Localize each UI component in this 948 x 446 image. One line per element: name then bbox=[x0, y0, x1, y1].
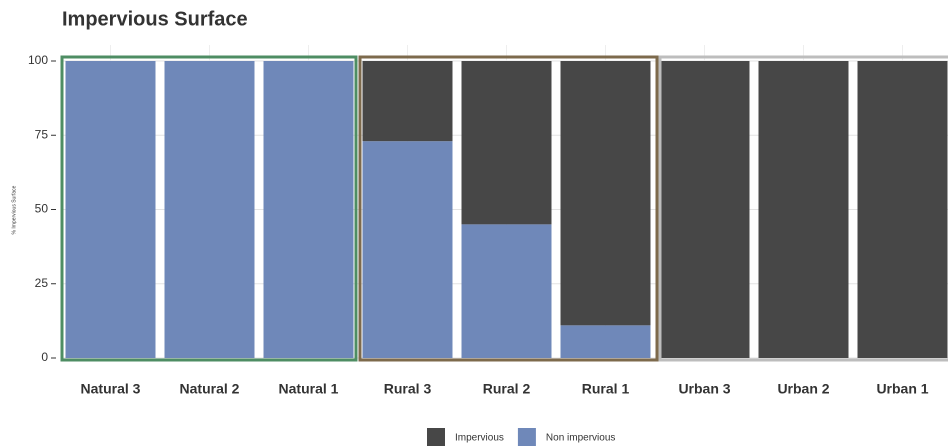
legend-label: Non impervious bbox=[546, 433, 615, 444]
x-tick-label: Urban 2 bbox=[777, 381, 829, 397]
x-tick-label: Natural 3 bbox=[81, 381, 141, 397]
bars bbox=[65, 61, 948, 358]
legend-swatch bbox=[427, 428, 445, 446]
y-tick-label: 100 bbox=[28, 53, 48, 67]
x-tick-label: Rural 2 bbox=[483, 381, 531, 397]
bar-segment bbox=[362, 141, 453, 358]
legend-swatch bbox=[517, 428, 536, 446]
bar-segment bbox=[758, 61, 849, 358]
y-tick-label: 75 bbox=[35, 127, 49, 141]
chart-title: Impervious Surface bbox=[62, 8, 248, 30]
group-box bbox=[60, 55, 358, 362]
bar-segment bbox=[857, 61, 948, 358]
y-tick-label: 50 bbox=[35, 202, 49, 216]
bar-segment bbox=[164, 61, 255, 358]
bar-segment bbox=[362, 61, 453, 142]
bar-segment bbox=[263, 61, 354, 358]
bar-segment bbox=[659, 61, 750, 358]
x-tick-label: Natural 2 bbox=[180, 381, 240, 397]
x-tick-label: Urban 3 bbox=[678, 381, 730, 397]
y-tick-label: 25 bbox=[35, 276, 49, 290]
bar-segment bbox=[560, 325, 651, 358]
bar-segment bbox=[560, 61, 651, 326]
bar-segment bbox=[461, 61, 552, 225]
x-tick-label: Urban 1 bbox=[876, 381, 928, 397]
x-tick-label: Rural 1 bbox=[582, 381, 630, 397]
y-axis-label: % Impervious Surface bbox=[11, 185, 17, 234]
x-tick-label: Rural 3 bbox=[384, 381, 432, 397]
labels: 0 25 50 75 100 Natural 3 Natural 2 Natural 1 Rur… bbox=[28, 53, 929, 446]
group-box bbox=[358, 55, 659, 362]
y-tick-label: 0 bbox=[41, 350, 48, 364]
x-tick-label: Natural 1 bbox=[279, 381, 339, 397]
legend-label: Impervious bbox=[455, 433, 504, 444]
group-box bbox=[658, 55, 948, 362]
bar-segment bbox=[65, 61, 156, 358]
bar-segment bbox=[461, 224, 552, 358]
